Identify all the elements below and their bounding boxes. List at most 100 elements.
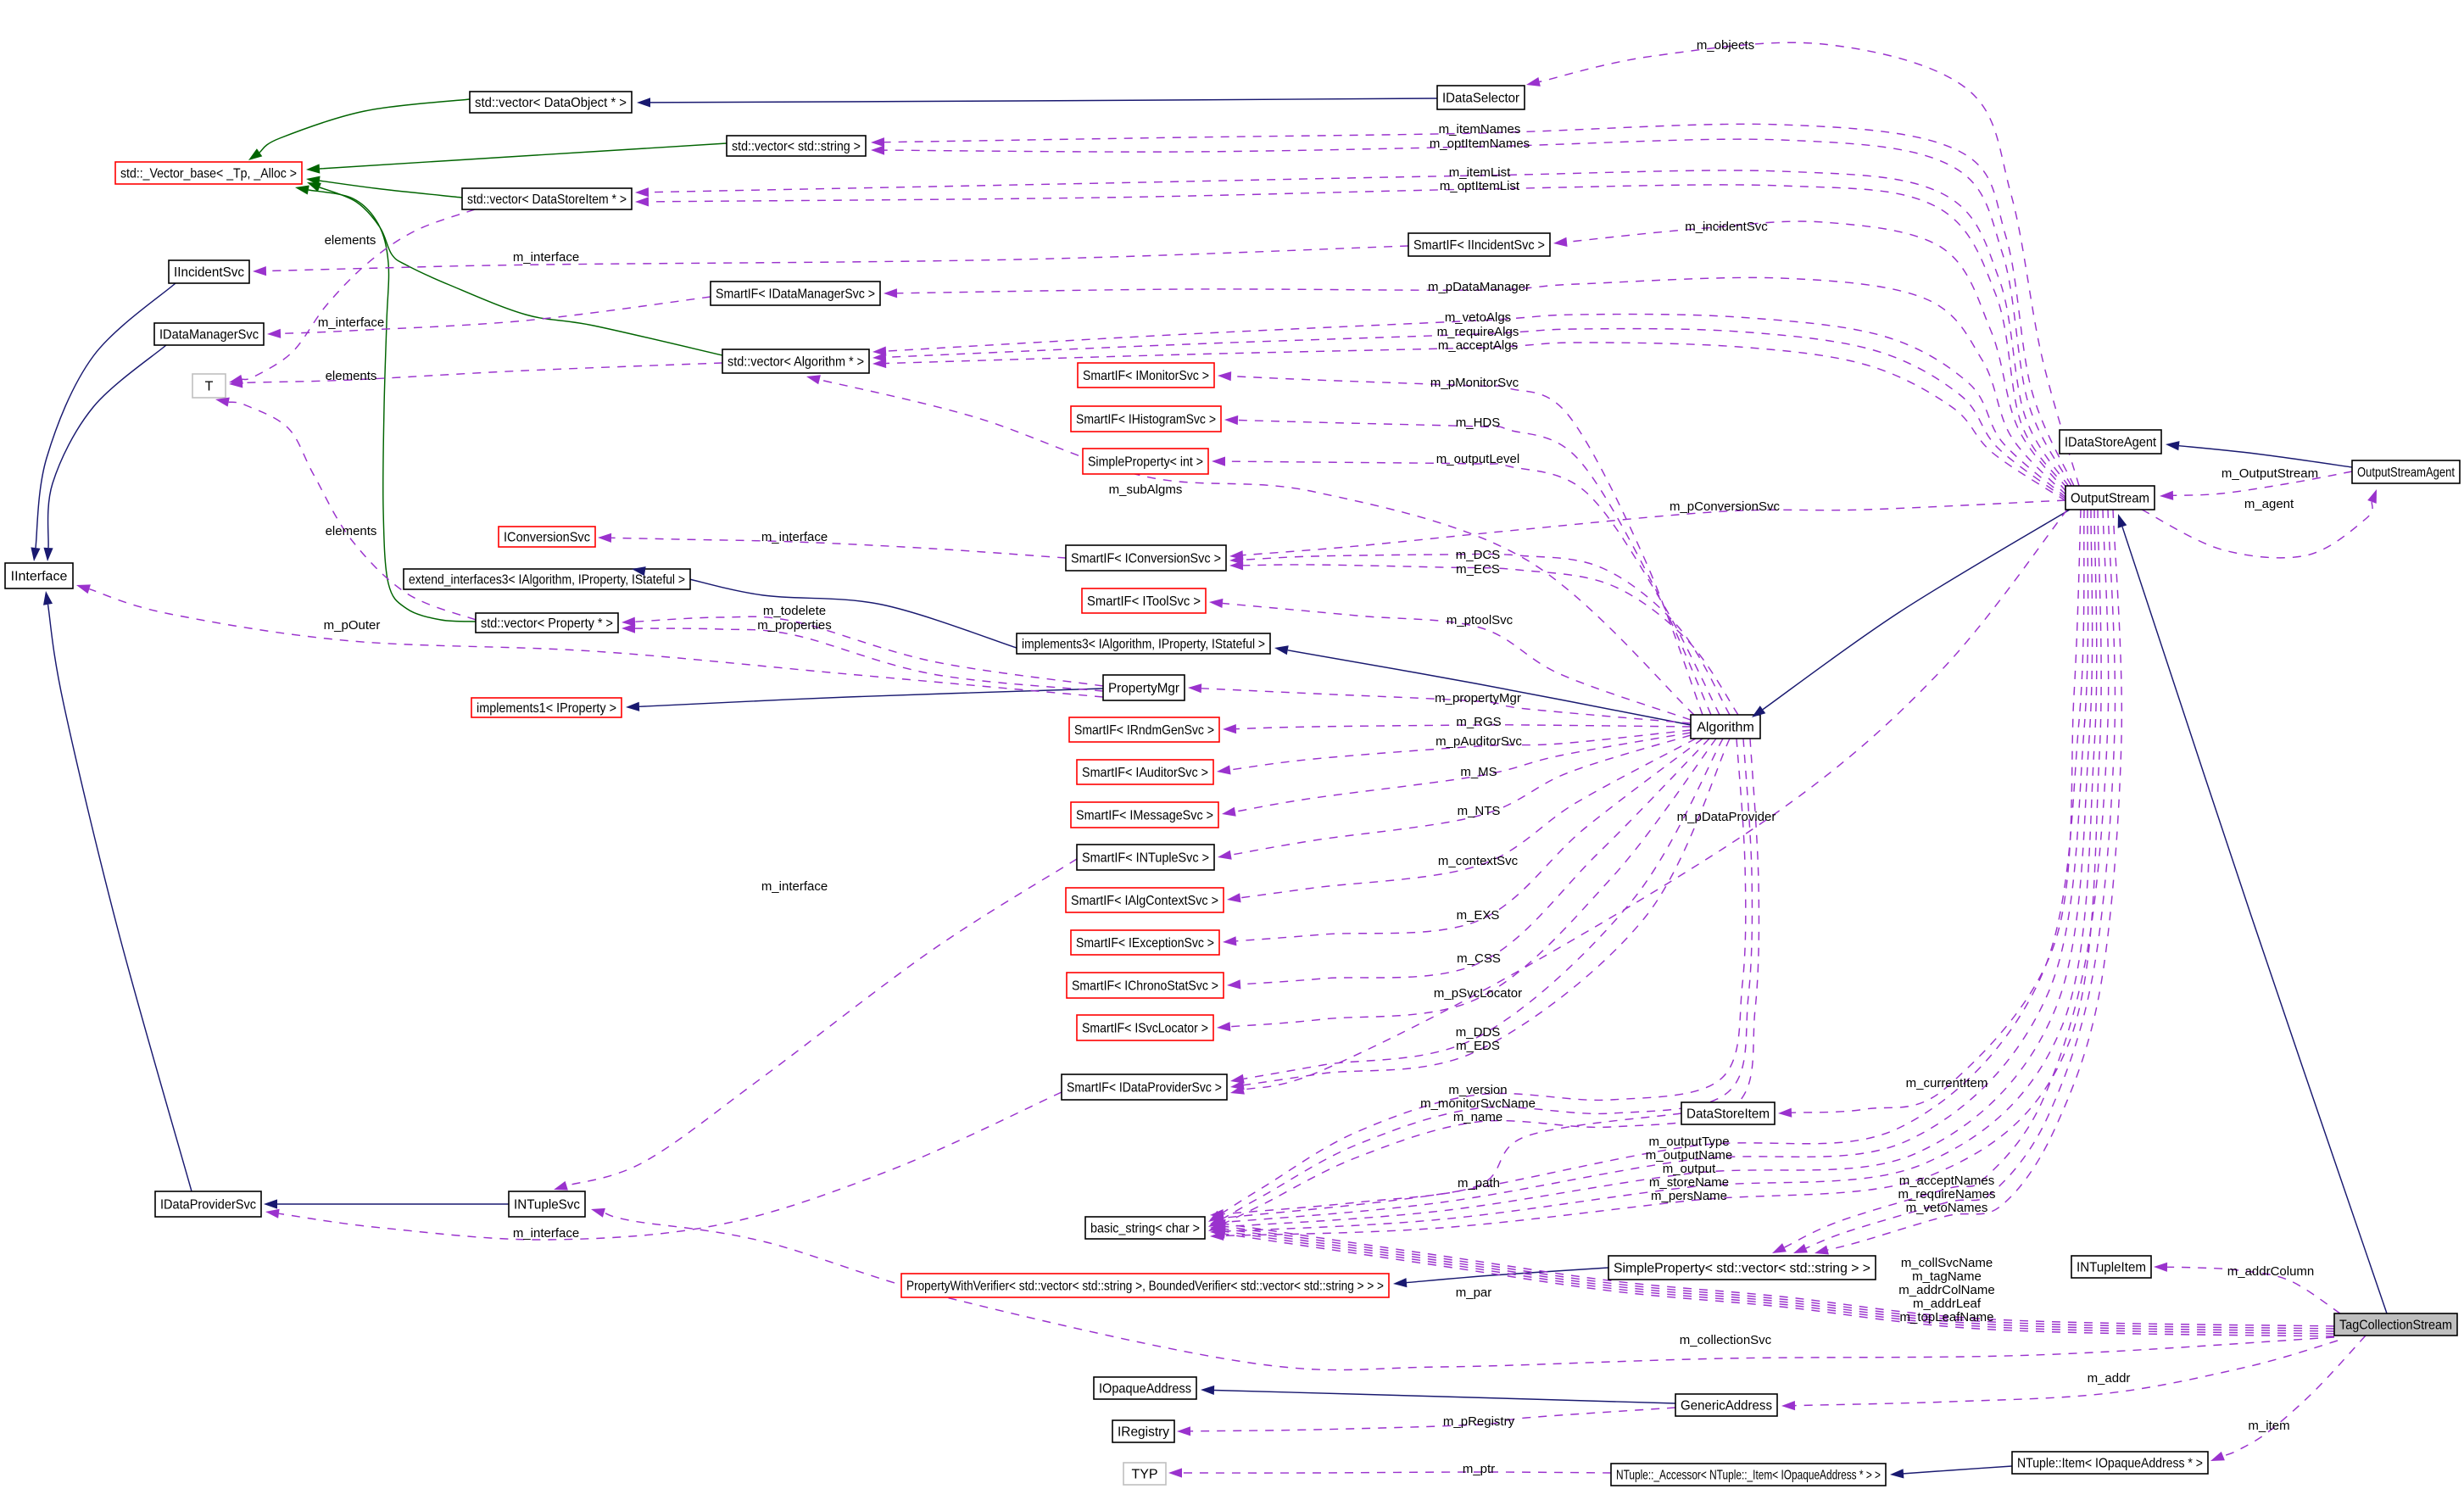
- svg-text:SmartIF< ISvcLocator >: SmartIF< ISvcLocator >: [1082, 1022, 1208, 1036]
- svg-text:m_currentItem: m_currentItem: [1906, 1076, 1988, 1090]
- svg-text:m_acceptNames: m_acceptNames: [1899, 1174, 1995, 1188]
- svg-text:m_collSvcName: m_collSvcName: [1901, 1256, 1993, 1270]
- svg-text:m_tagName: m_tagName: [1912, 1269, 1982, 1284]
- svg-text:IConversionSvc: IConversionSvc: [504, 531, 590, 545]
- svg-text:IDataSelector: IDataSelector: [1442, 92, 1520, 106]
- svg-text:m_requireAlgs: m_requireAlgs: [1437, 325, 1519, 339]
- svg-text:SmartIF< IRndmGenSvc >: SmartIF< IRndmGenSvc >: [1074, 723, 1214, 738]
- svg-text:m_output: m_output: [1663, 1162, 1716, 1176]
- svg-text:m_incidentSvc: m_incidentSvc: [1685, 220, 1768, 234]
- svg-text:m_version: m_version: [1448, 1083, 1507, 1097]
- svg-text:m_subAlgms: m_subAlgms: [1109, 482, 1183, 497]
- svg-text:OutputStreamAgent: OutputStreamAgent: [2357, 466, 2455, 480]
- svg-text:implements3< IAlgorithm, IProp: implements3< IAlgorithm, IProperty, ISta…: [1022, 638, 1265, 652]
- svg-text:m_storeName: m_storeName: [1649, 1175, 1729, 1190]
- svg-text:std::vector< DataStoreItem * >: std::vector< DataStoreItem * >: [467, 192, 627, 207]
- svg-text:m_monitorSvcName: m_monitorSvcName: [1420, 1096, 1536, 1111]
- svg-text:m_outputType: m_outputType: [1648, 1135, 1729, 1149]
- svg-text:elements: elements: [326, 524, 377, 538]
- svg-text:m_ptr: m_ptr: [1463, 1462, 1495, 1476]
- svg-text:m_OutputStream: m_OutputStream: [2222, 466, 2318, 481]
- svg-text:m_acceptAlgs: m_acceptAlgs: [1438, 338, 1518, 353]
- svg-text:INTupleSvc: INTupleSvc: [514, 1198, 580, 1213]
- svg-text:Algorithm: Algorithm: [1697, 721, 1754, 735]
- svg-text:m_addrColName: m_addrColName: [1898, 1283, 1994, 1297]
- svg-text:m_addr: m_addr: [2088, 1371, 2131, 1386]
- svg-text:m_interface: m_interface: [761, 879, 828, 894]
- svg-text:OutputStream: OutputStream: [2071, 492, 2149, 506]
- svg-text:m_todelete: m_todelete: [763, 604, 826, 618]
- svg-text:PropertyWithVerifier< std::vec: PropertyWithVerifier< std::vector< std::…: [906, 1280, 1384, 1294]
- svg-text:GenericAddress: GenericAddress: [1681, 1399, 1772, 1414]
- svg-text:SimpleProperty< std::vector< s: SimpleProperty< std::vector< std::string…: [1614, 1262, 1870, 1276]
- svg-text:IRegistry: IRegistry: [1118, 1425, 1169, 1440]
- svg-text:m_outputLevel: m_outputLevel: [1436, 452, 1519, 466]
- svg-text:m_collectionSvc: m_collectionSvc: [1680, 1333, 1772, 1347]
- svg-text:TYP: TYP: [1131, 1468, 1157, 1482]
- svg-text:std::_Vector_base< _Tp, _Alloc: std::_Vector_base< _Tp, _Alloc >: [120, 167, 297, 181]
- svg-text:m_interface: m_interface: [513, 1226, 579, 1241]
- svg-text:m_pRegistry: m_pRegistry: [1443, 1414, 1515, 1429]
- svg-text:m_outputName: m_outputName: [1646, 1148, 1733, 1163]
- svg-text:IInterface: IInterface: [11, 570, 68, 584]
- svg-text:m_HDS: m_HDS: [1456, 415, 1501, 430]
- svg-text:T: T: [205, 380, 214, 394]
- svg-text:IDataProviderSvc: IDataProviderSvc: [160, 1198, 256, 1213]
- svg-text:m_persName: m_persName: [1651, 1189, 1727, 1203]
- svg-text:m_interface: m_interface: [513, 250, 579, 265]
- svg-text:SmartIF< IAuditorSvc >: SmartIF< IAuditorSvc >: [1082, 766, 1208, 780]
- svg-text:m_requireNames: m_requireNames: [1898, 1187, 1995, 1202]
- svg-text:m_topLeafName: m_topLeafName: [1900, 1310, 1994, 1324]
- svg-text:m_itemNames: m_itemNames: [1439, 122, 1521, 137]
- svg-text:SmartIF< IToolSvc >: SmartIF< IToolSvc >: [1087, 594, 1201, 609]
- svg-text:m_itemList: m_itemList: [1449, 165, 1511, 180]
- svg-text:m_CSS: m_CSS: [1457, 951, 1501, 966]
- svg-text:m_optItemNames: m_optItemNames: [1430, 137, 1530, 151]
- svg-text:IIncidentSvc: IIncidentSvc: [174, 265, 244, 280]
- svg-text:std::vector< DataObject * >: std::vector< DataObject * >: [475, 96, 627, 110]
- svg-text:m_interface: m_interface: [318, 315, 384, 330]
- svg-text:m_path: m_path: [1458, 1176, 1500, 1191]
- svg-text:m_pOuter: m_pOuter: [324, 618, 381, 633]
- svg-text:SmartIF< IAlgContextSvc >: SmartIF< IAlgContextSvc >: [1071, 894, 1218, 908]
- svg-text:m_EXS: m_EXS: [1457, 908, 1500, 923]
- svg-text:SmartIF< INTupleSvc >: SmartIF< INTupleSvc >: [1082, 851, 1209, 866]
- svg-text:implements1< IProperty >: implements1< IProperty >: [477, 701, 616, 716]
- svg-text:m_objects: m_objects: [1697, 38, 1754, 53]
- svg-text:std::vector< Algorithm * >: std::vector< Algorithm * >: [727, 355, 864, 370]
- svg-text:m_propertyMgr: m_propertyMgr: [1435, 691, 1521, 705]
- svg-text:elements: elements: [326, 369, 377, 383]
- svg-text:m_name: m_name: [1453, 1110, 1502, 1124]
- svg-text:elements: elements: [325, 233, 376, 248]
- svg-text:SmartIF< IConversionSvc >: SmartIF< IConversionSvc >: [1071, 552, 1221, 566]
- svg-text:std::vector< Property * >: std::vector< Property * >: [481, 616, 613, 631]
- svg-text:IDataManagerSvc: IDataManagerSvc: [159, 328, 259, 343]
- svg-text:std::vector< std::string >: std::vector< std::string >: [732, 140, 861, 154]
- svg-text:SmartIF< IMessageSvc >: SmartIF< IMessageSvc >: [1076, 809, 1213, 823]
- svg-text:m_RGS: m_RGS: [1456, 715, 1501, 729]
- svg-text:m_properties: m_properties: [757, 618, 832, 633]
- svg-text:SmartIF< IChronoStatSvc >: SmartIF< IChronoStatSvc >: [1072, 979, 1218, 994]
- svg-text:SmartIF< IIncidentSvc >: SmartIF< IIncidentSvc >: [1413, 238, 1545, 253]
- svg-text:SimpleProperty< int >: SimpleProperty< int >: [1088, 455, 1203, 470]
- svg-text:m_pSvcLocator: m_pSvcLocator: [1434, 986, 1522, 1001]
- svg-text:m_addrColumn: m_addrColumn: [2227, 1264, 2315, 1279]
- svg-text:m_vetoNames: m_vetoNames: [1906, 1201, 1988, 1215]
- svg-text:NTuple::Item< IOpaqueAddress *: NTuple::Item< IOpaqueAddress * >: [2017, 1457, 2203, 1471]
- svg-text:m_par: m_par: [1456, 1285, 1492, 1300]
- svg-text:m_pConversionSvc: m_pConversionSvc: [1670, 499, 1781, 514]
- svg-text:m_EDS: m_EDS: [1456, 1039, 1500, 1053]
- svg-text:m_DCS: m_DCS: [1456, 548, 1501, 562]
- svg-text:m_optItemList: m_optItemList: [1440, 179, 1520, 193]
- svg-text:m_vetoAlgs: m_vetoAlgs: [1445, 310, 1511, 325]
- svg-text:m_ECS: m_ECS: [1456, 562, 1500, 577]
- svg-text:m_pMonitorSvc: m_pMonitorSvc: [1430, 376, 1519, 390]
- svg-text:m_agent: m_agent: [2244, 497, 2294, 511]
- svg-text:m_DDS: m_DDS: [1456, 1025, 1501, 1040]
- svg-text:SmartIF< IDataProviderSvc >: SmartIF< IDataProviderSvc >: [1067, 1081, 1222, 1096]
- svg-text:m_item: m_item: [2248, 1419, 2289, 1433]
- svg-text:PropertyMgr: PropertyMgr: [1108, 682, 1180, 696]
- svg-text:m_pDataManager: m_pDataManager: [1428, 280, 1530, 294]
- svg-text:m_addrLeaf: m_addrLeaf: [1913, 1297, 1982, 1311]
- svg-text:m_ptoolSvc: m_ptoolSvc: [1447, 613, 1514, 627]
